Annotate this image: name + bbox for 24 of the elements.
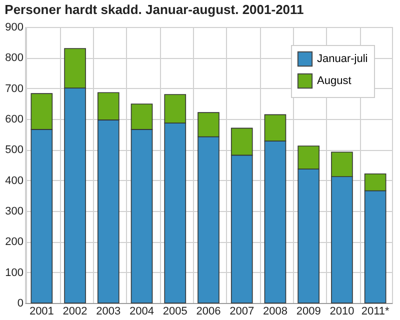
- y-tick-label: 200: [5, 236, 24, 248]
- y-tick-label: 800: [5, 52, 24, 64]
- y-tick-label: 300: [5, 206, 24, 218]
- x-tick-label: 2001: [29, 306, 54, 318]
- x-tick-label: 2007: [230, 306, 254, 318]
- x-tick-label: 2011*: [361, 306, 390, 318]
- x-tick-label: 2009: [296, 306, 321, 318]
- chart-title: Personer hardt skadd. Januar-august. 2001-2011: [4, 2, 304, 17]
- y-tick-label: 900: [5, 22, 24, 34]
- y-tick-label: 0: [17, 298, 24, 310]
- x-tick-label: 2002: [62, 306, 88, 318]
- y-tick-label: 700: [5, 82, 24, 95]
- x-tick-label: 2003: [96, 306, 121, 318]
- x-tick-label: 2008: [262, 306, 288, 318]
- legend-label: August: [317, 75, 352, 87]
- y-tick-label: 400: [5, 174, 24, 187]
- legend-label: Januar-juli: [317, 53, 368, 65]
- x-tick-label: 2006: [196, 306, 221, 318]
- x-tick-label: 2010: [330, 306, 354, 318]
- y-tick-label: 600: [5, 114, 24, 126]
- y-tick-label: 500: [5, 144, 24, 156]
- x-tick-label: 2005: [162, 306, 188, 318]
- x-tick-label: 2004: [130, 306, 154, 318]
- y-tick-label: 100: [5, 266, 24, 279]
